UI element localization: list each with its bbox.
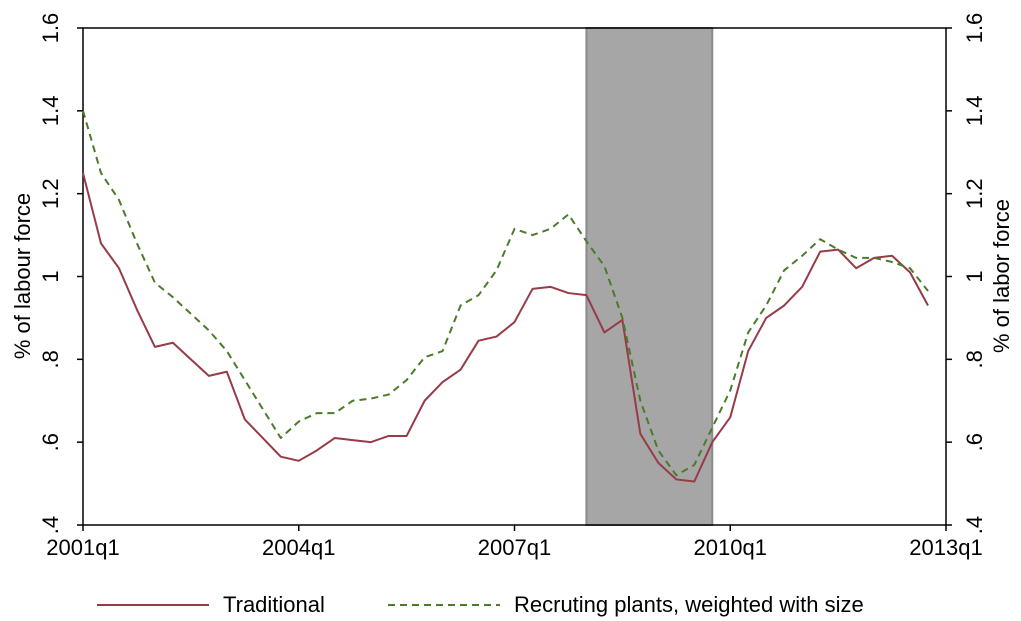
shaded-period [585,27,714,526]
y2-tick-label: .8 [962,350,987,368]
legend-label: Traditional [223,592,325,617]
y2-axis-label: % of labor force [989,199,1014,353]
x-tick-label: 2013q1 [909,535,982,560]
y-tick-label: 1.6 [38,13,63,44]
plot-frame [82,27,947,526]
y2-tick-label: .4 [962,516,987,534]
x-tick-label: 2007q1 [478,535,551,560]
series-line [82,110,929,477]
y-tick-label: 1 [38,270,63,282]
legend-label: Recruting plants, weighted with size [514,592,864,617]
x-tick-label: 2004q1 [262,535,335,560]
y-tick-label: .4 [38,516,63,534]
x-tick-label: 2010q1 [694,535,767,560]
y2-tick-label: 1.2 [962,178,987,209]
x-tick-label: 2001q1 [46,535,119,560]
y-axis-label: % of labour force [10,193,35,359]
y-tick-label: .6 [38,433,63,451]
y2-tick-label: 1 [962,270,987,282]
y-tick-label: .8 [38,350,63,368]
y2-tick-label: 1.6 [962,13,987,44]
y-tick-label: 1.4 [38,96,63,127]
series-line [82,172,929,483]
y2-tick-label: 1.4 [962,96,987,127]
y2-tick-label: .6 [962,433,987,451]
y-tick-label: 1.2 [38,178,63,209]
